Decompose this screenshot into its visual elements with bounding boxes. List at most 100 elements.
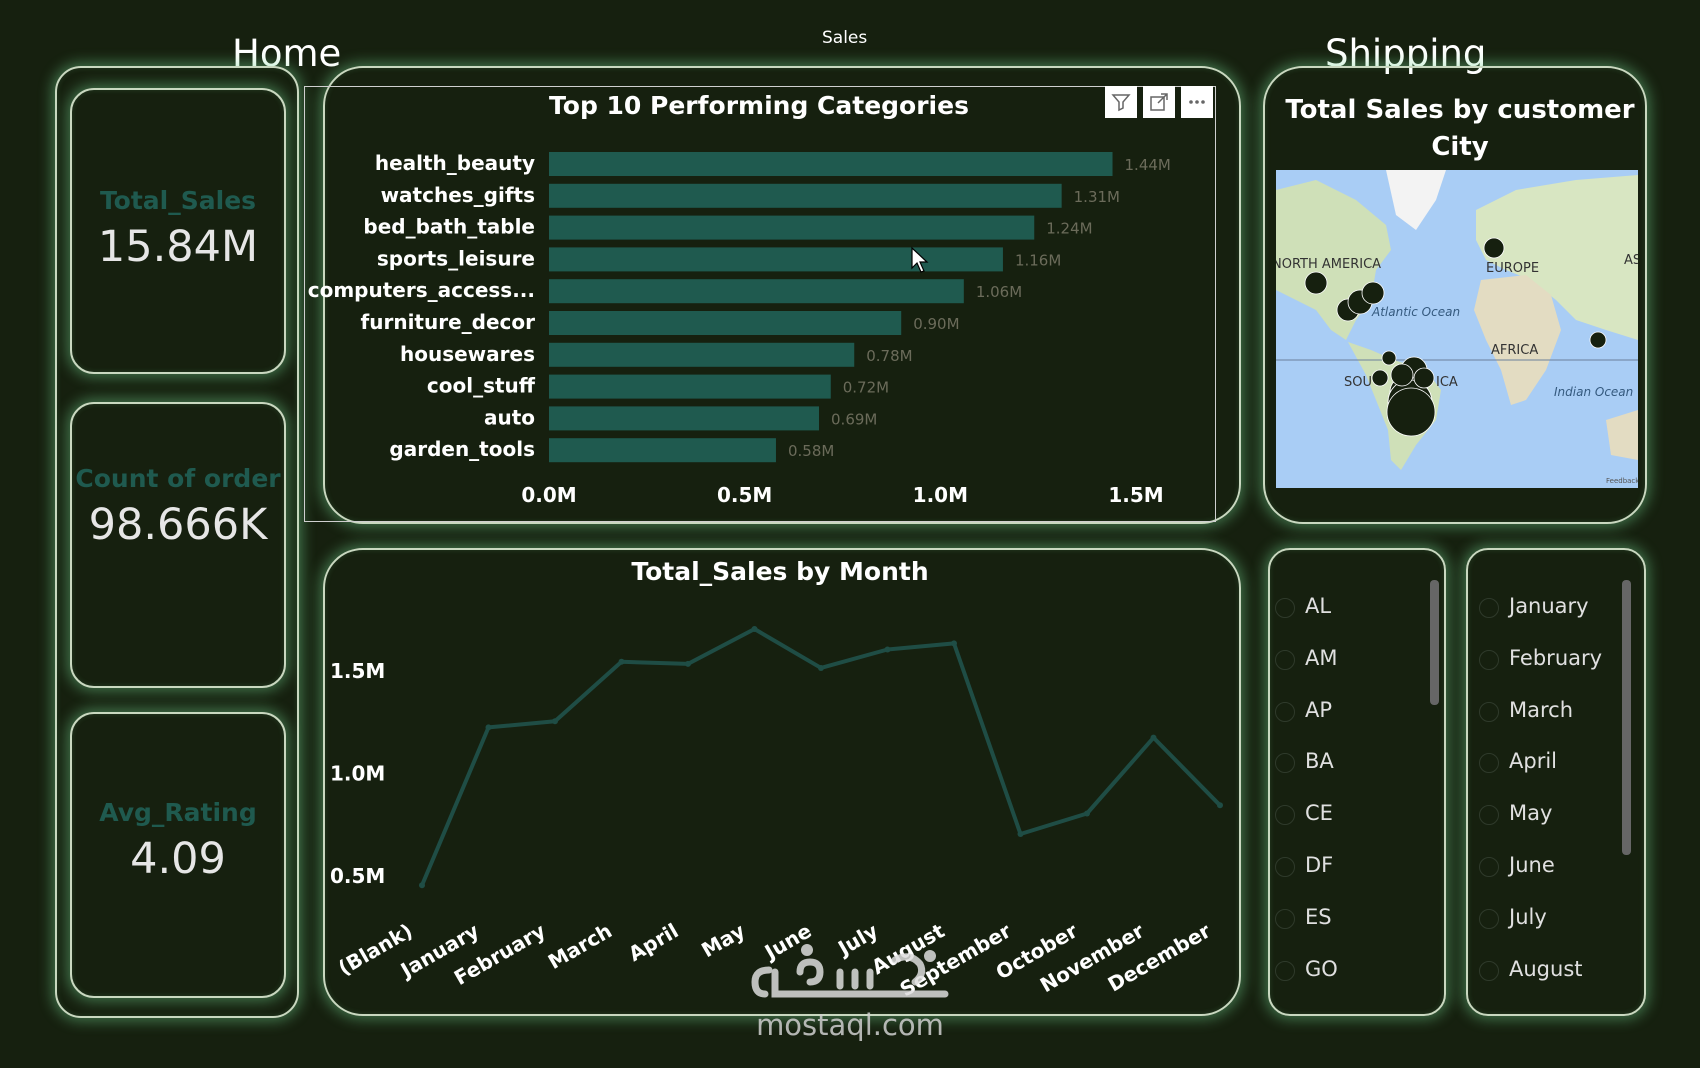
line-point[interactable] xyxy=(1217,802,1223,809)
slicer-radio[interactable] xyxy=(1479,649,1499,670)
australia-shape xyxy=(1606,410,1638,460)
y-tick-label: 1.5M xyxy=(330,659,385,683)
bar[interactable] xyxy=(549,215,1035,240)
map-label: Indian Ocean xyxy=(1554,385,1633,399)
month-slicer xyxy=(1466,548,1646,1016)
watermark-url: mostaql.com xyxy=(756,1008,944,1042)
slicer-scrollbar[interactable] xyxy=(1430,580,1439,705)
city-bubble[interactable] xyxy=(1304,271,1328,295)
more-options-icon[interactable] xyxy=(1181,86,1213,118)
slicer-radio[interactable] xyxy=(1275,908,1295,929)
slicer-radio[interactable] xyxy=(1479,960,1499,981)
y-tick-label: 1.0M xyxy=(330,762,385,786)
city-bubble[interactable] xyxy=(1413,367,1435,389)
slicer-item-go[interactable]: GO xyxy=(1305,956,1338,981)
x-tick-label: 0.5M xyxy=(717,483,772,507)
city-bubble[interactable] xyxy=(1381,350,1397,366)
category-label: computers_access... xyxy=(308,278,535,302)
line-point[interactable] xyxy=(685,660,691,667)
slicer-item-january[interactable]: January xyxy=(1509,594,1589,618)
slicer-item-august[interactable]: August xyxy=(1509,956,1583,981)
slicer-radio[interactable] xyxy=(1275,753,1295,774)
data-label: 0.72M xyxy=(843,379,889,397)
filter-icon[interactable] xyxy=(1105,86,1137,118)
bar[interactable] xyxy=(549,152,1113,176)
bar[interactable] xyxy=(549,279,964,304)
slicer-item-es[interactable]: ES xyxy=(1305,904,1332,929)
line-point[interactable] xyxy=(951,640,957,647)
data-label: 1.31M xyxy=(1074,188,1120,206)
slicer-radio[interactable] xyxy=(1479,753,1499,774)
customer-city-map[interactable]: NORTH AMERICA EUROPE AS Atlantic Ocean A… xyxy=(1276,170,1638,488)
slicer-item-df[interactable]: DF xyxy=(1305,853,1334,877)
bar[interactable] xyxy=(549,311,902,335)
slicer-radio[interactable] xyxy=(1479,857,1499,877)
data-label: 1.16M xyxy=(1015,251,1061,269)
slicer-item-march[interactable]: March xyxy=(1509,697,1574,722)
slicer-radio[interactable] xyxy=(1275,649,1295,670)
line-point[interactable] xyxy=(618,658,625,665)
kpi-frame xyxy=(55,66,299,1018)
slicer-item-february[interactable]: February xyxy=(1509,645,1603,670)
slicer-radio[interactable] xyxy=(1275,960,1295,981)
city-bubble[interactable] xyxy=(1371,369,1389,387)
line-point[interactable] xyxy=(1084,810,1090,817)
chart-title: Top 10 Performing Categories xyxy=(549,91,969,120)
kpi-label: Total_Sales xyxy=(99,186,257,215)
line-point[interactable] xyxy=(818,664,824,671)
city-bubble[interactable] xyxy=(1589,331,1607,349)
city-bubble[interactable] xyxy=(1483,237,1505,259)
bar[interactable] xyxy=(549,438,776,463)
data-label: 1.06M xyxy=(976,283,1022,301)
line-point[interactable] xyxy=(552,718,558,725)
slicer-item-july[interactable]: July xyxy=(1509,904,1547,929)
city-bubble[interactable] xyxy=(1361,281,1385,305)
slicer-scrollbar[interactable] xyxy=(1622,580,1631,855)
slicer-item-ce[interactable]: CE xyxy=(1305,801,1333,826)
line-point[interactable] xyxy=(884,646,891,653)
slicer-radio[interactable] xyxy=(1275,701,1295,722)
line-point[interactable] xyxy=(419,882,425,889)
bar[interactable] xyxy=(549,247,1003,272)
slicer-item-april[interactable]: April xyxy=(1509,749,1557,774)
kpi-label: Avg_Rating xyxy=(99,798,257,827)
slicer-item-june[interactable]: June xyxy=(1509,853,1555,877)
slicer-radio[interactable] xyxy=(1275,857,1295,877)
slicer-radio[interactable] xyxy=(1479,908,1499,929)
slicer-radio[interactable] xyxy=(1275,598,1295,618)
slicer-radio[interactable] xyxy=(1479,598,1499,618)
slicer-radio[interactable] xyxy=(1275,805,1295,826)
map-label: AFRICA xyxy=(1491,343,1538,358)
mostaql-logo xyxy=(751,944,949,998)
city-bubble[interactable] xyxy=(1390,363,1414,387)
slicer-radio[interactable] xyxy=(1479,805,1499,826)
visual-selection-border xyxy=(304,86,1216,522)
nav-sales-link[interactable]: Sales xyxy=(822,28,868,48)
line-point[interactable] xyxy=(751,626,758,632)
bar[interactable] xyxy=(549,342,855,367)
line-point[interactable] xyxy=(1150,734,1157,741)
bar[interactable] xyxy=(549,406,820,431)
slicer-item-am[interactable]: AM xyxy=(1305,645,1338,670)
x-tick-label: 0.0M xyxy=(521,483,576,507)
kpi-value: 4.09 xyxy=(130,834,226,884)
slicer-item-al[interactable]: AL xyxy=(1305,594,1332,618)
slicer-item-may[interactable]: May xyxy=(1509,801,1553,826)
greenland-shape xyxy=(1386,170,1446,230)
category-label: garden_tools xyxy=(389,437,535,461)
line-point[interactable] xyxy=(485,724,492,731)
focus-mode-icon[interactable] xyxy=(1143,86,1175,118)
slicer-radio[interactable] xyxy=(1479,701,1499,722)
slicer-item-ba[interactable]: BA xyxy=(1305,749,1334,774)
bar[interactable] xyxy=(549,374,831,399)
top-categories-panel xyxy=(323,66,1241,524)
bar[interactable] xyxy=(549,183,1062,208)
city-bubble[interactable] xyxy=(1386,387,1436,437)
data-label: 0.78M xyxy=(866,347,912,365)
slicer-item-ap[interactable]: AP xyxy=(1305,697,1333,722)
category-label: cool_stuff xyxy=(427,374,536,398)
line-point[interactable] xyxy=(1017,831,1024,837)
data-label: 1.24M xyxy=(1046,220,1092,238)
